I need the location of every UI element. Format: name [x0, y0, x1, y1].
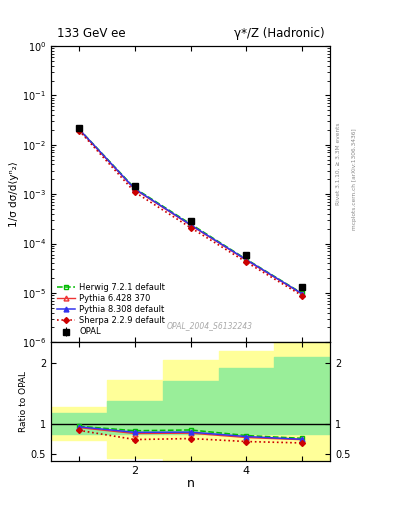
Herwig 7.2.1 default	[188, 221, 193, 227]
Text: 133 GeV ee: 133 GeV ee	[57, 27, 125, 40]
Text: OPAL_2004_S6132243: OPAL_2004_S6132243	[167, 322, 253, 330]
Line: Pythia 8.308 default: Pythia 8.308 default	[77, 126, 305, 296]
Sherpa 2.2.9 default	[77, 127, 81, 134]
Sherpa 2.2.9 default	[300, 292, 305, 298]
Pythia 6.428 370	[244, 257, 249, 263]
Pythia 8.308 default	[132, 186, 137, 192]
Pythia 6.428 370	[132, 186, 137, 193]
Sherpa 2.2.9 default	[132, 189, 137, 195]
Pythia 6.428 370	[77, 126, 81, 133]
Pythia 8.308 default	[188, 222, 193, 228]
Pythia 8.308 default	[244, 257, 249, 263]
X-axis label: n: n	[187, 477, 195, 490]
Sherpa 2.2.9 default	[244, 259, 249, 265]
Herwig 7.2.1 default	[77, 126, 81, 132]
Herwig 7.2.1 default	[244, 256, 249, 262]
Text: γ*/Z (Hadronic): γ*/Z (Hadronic)	[234, 27, 325, 40]
Pythia 8.308 default	[300, 291, 305, 297]
Legend: Herwig 7.2.1 default, Pythia 6.428 370, Pythia 8.308 default, Sherpa 2.2.9 defau: Herwig 7.2.1 default, Pythia 6.428 370, …	[55, 282, 167, 338]
Y-axis label: 1/σ dσ/d⟨yⁿ₂⟩: 1/σ dσ/d⟨yⁿ₂⟩	[9, 161, 19, 227]
Text: Rivet 3.1.10, ≥ 3.3M events: Rivet 3.1.10, ≥ 3.3M events	[336, 122, 341, 205]
Text: mcplots.cern.ch [arXiv:1306.3436]: mcplots.cern.ch [arXiv:1306.3436]	[352, 129, 357, 230]
Pythia 6.428 370	[300, 291, 305, 297]
Line: Herwig 7.2.1 default: Herwig 7.2.1 default	[77, 126, 305, 296]
Line: Sherpa 2.2.9 default: Sherpa 2.2.9 default	[77, 129, 304, 298]
Herwig 7.2.1 default	[132, 185, 137, 191]
Sherpa 2.2.9 default	[188, 225, 193, 231]
Line: Pythia 6.428 370: Pythia 6.428 370	[77, 127, 305, 296]
Pythia 6.428 370	[188, 222, 193, 228]
Pythia 8.308 default	[77, 126, 81, 132]
Herwig 7.2.1 default	[300, 290, 305, 296]
Y-axis label: Ratio to OPAL: Ratio to OPAL	[19, 371, 28, 432]
